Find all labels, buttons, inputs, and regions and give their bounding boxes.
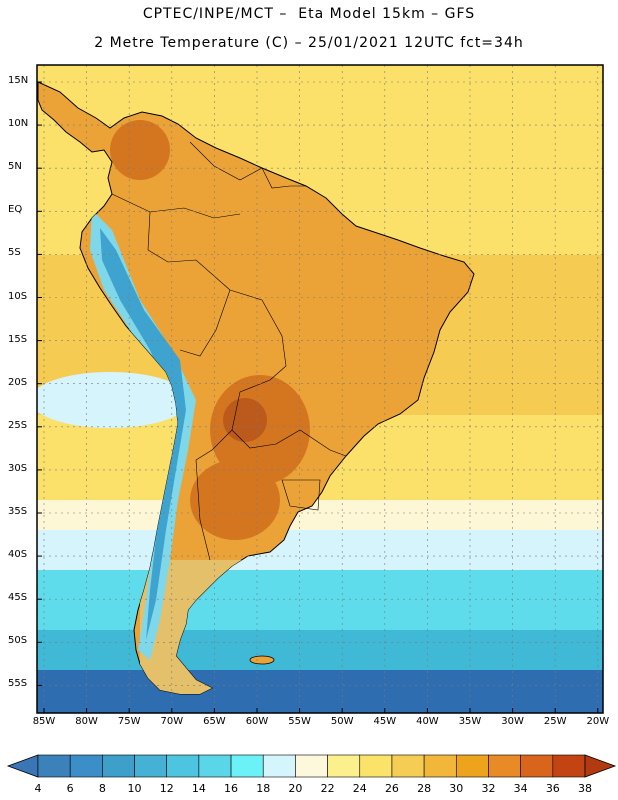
longitude-label: 75W bbox=[117, 716, 141, 727]
ocean-band-mild bbox=[37, 500, 603, 530]
hot-zone-argentina bbox=[190, 460, 280, 540]
colorbar-value-label: 6 bbox=[66, 782, 74, 795]
andes-cold-band bbox=[90, 210, 196, 660]
ocean-band-cold bbox=[37, 570, 603, 630]
colorbar-cell bbox=[134, 754, 168, 778]
colorbar-value-label: 16 bbox=[224, 782, 239, 795]
colorbar-cell bbox=[166, 754, 200, 778]
colorbar-value-label: 8 bbox=[98, 782, 106, 795]
ocean-band-coldest bbox=[37, 670, 603, 713]
colorbar-value-label: 38 bbox=[578, 782, 592, 795]
latitude-label: 50S bbox=[8, 635, 28, 647]
hot-zone-north bbox=[110, 120, 170, 180]
pacific-cool-patch bbox=[37, 372, 190, 428]
latitude-label: 5N bbox=[8, 161, 22, 173]
colorbar-value-label: 14 bbox=[191, 782, 206, 795]
latitude-label: 55S bbox=[8, 678, 28, 690]
colorbar-value-label: 30 bbox=[449, 782, 464, 795]
latitude-label: 30S bbox=[8, 462, 28, 474]
latitude-label: 35S bbox=[8, 506, 28, 517]
falkland-islands bbox=[249, 655, 275, 665]
map-frame bbox=[36, 64, 604, 714]
colorbar-cell bbox=[230, 754, 264, 778]
latitude-label: 10N bbox=[8, 118, 29, 130]
latitude-label: 15S bbox=[8, 333, 28, 345]
latitude-label: 15N bbox=[8, 75, 29, 86]
colorbar-cell bbox=[198, 754, 232, 778]
latitude-label: 5S bbox=[8, 247, 21, 259]
colorbar-cell bbox=[102, 754, 135, 778]
colorbar bbox=[6, 754, 617, 778]
colorbar-value-label: 26 bbox=[384, 782, 399, 795]
longitude-label: 55W bbox=[288, 716, 311, 727]
longitude-label: 65W bbox=[203, 716, 226, 727]
ocean-band-colder bbox=[37, 630, 603, 670]
map-ticks bbox=[37, 81, 599, 713]
colorbar-cell bbox=[295, 754, 328, 778]
longitude-label: 45W bbox=[373, 716, 397, 727]
longitude-label: 40W bbox=[416, 716, 439, 727]
longitude-label: 85W bbox=[32, 716, 56, 727]
longitude-label: 50W bbox=[330, 716, 354, 727]
andes-colder-band bbox=[100, 228, 186, 640]
latitude-label: 25S bbox=[8, 419, 28, 431]
colorbar-value-label: 18 bbox=[256, 782, 271, 795]
colorbar-cell bbox=[391, 754, 425, 778]
latitude-label: 10S bbox=[8, 290, 28, 302]
colorbar-cell bbox=[327, 754, 361, 778]
colorbar-cell bbox=[262, 754, 296, 778]
colorbar-value-label: 12 bbox=[159, 782, 174, 795]
colorbar-value-label: 32 bbox=[481, 782, 496, 795]
colorbar-value-label: 36 bbox=[545, 782, 560, 795]
country-borders bbox=[111, 141, 347, 561]
colorbar-low-arrow bbox=[6, 754, 39, 778]
longitude-label: 60W bbox=[245, 716, 269, 727]
colorbar-value-label: 22 bbox=[320, 782, 335, 795]
grid-lines bbox=[37, 65, 603, 713]
longitude-label: 25W bbox=[543, 716, 567, 727]
latitude-label: EQ bbox=[8, 204, 23, 216]
colorbar-value-label: 34 bbox=[513, 782, 528, 795]
longitude-label: 35W bbox=[458, 716, 482, 727]
title-line-2: 2 Metre Temperature (C) – 25/01/2021 12U… bbox=[94, 35, 524, 51]
colorbar-high-arrow bbox=[584, 754, 617, 778]
colorbar-cell bbox=[69, 754, 103, 778]
colorbar-value-label: 28 bbox=[417, 782, 432, 795]
colorbar-cell bbox=[455, 754, 489, 778]
colorbar-value-label: 24 bbox=[352, 782, 367, 795]
colorbar-value-label: 4 bbox=[34, 782, 42, 795]
longitude-label: 70W bbox=[160, 716, 184, 727]
latitude-label: 40S bbox=[8, 549, 28, 561]
colorbar-cell bbox=[423, 754, 457, 778]
latitude-label: 20S bbox=[8, 376, 28, 388]
colorbar-cell bbox=[488, 754, 521, 778]
latitude-label: 45S bbox=[8, 592, 28, 604]
colorbar-cell bbox=[359, 754, 393, 778]
longitude-label: 20W bbox=[586, 716, 610, 727]
colorbar-cell bbox=[552, 754, 586, 778]
colorbar-cell bbox=[37, 754, 71, 778]
hot-zone-core bbox=[223, 398, 267, 442]
longitude-label: 80W bbox=[75, 716, 98, 727]
colorbar-value-label: 10 bbox=[127, 782, 142, 795]
colorbar-value-label: 20 bbox=[288, 782, 303, 795]
title-line-1: CPTEC/INPE/MCT – Eta Model 15km – GFS bbox=[142, 6, 476, 22]
colorbar-cell bbox=[520, 754, 554, 778]
ocean-band-cool bbox=[37, 530, 603, 570]
longitude-label: 30W bbox=[501, 716, 524, 727]
